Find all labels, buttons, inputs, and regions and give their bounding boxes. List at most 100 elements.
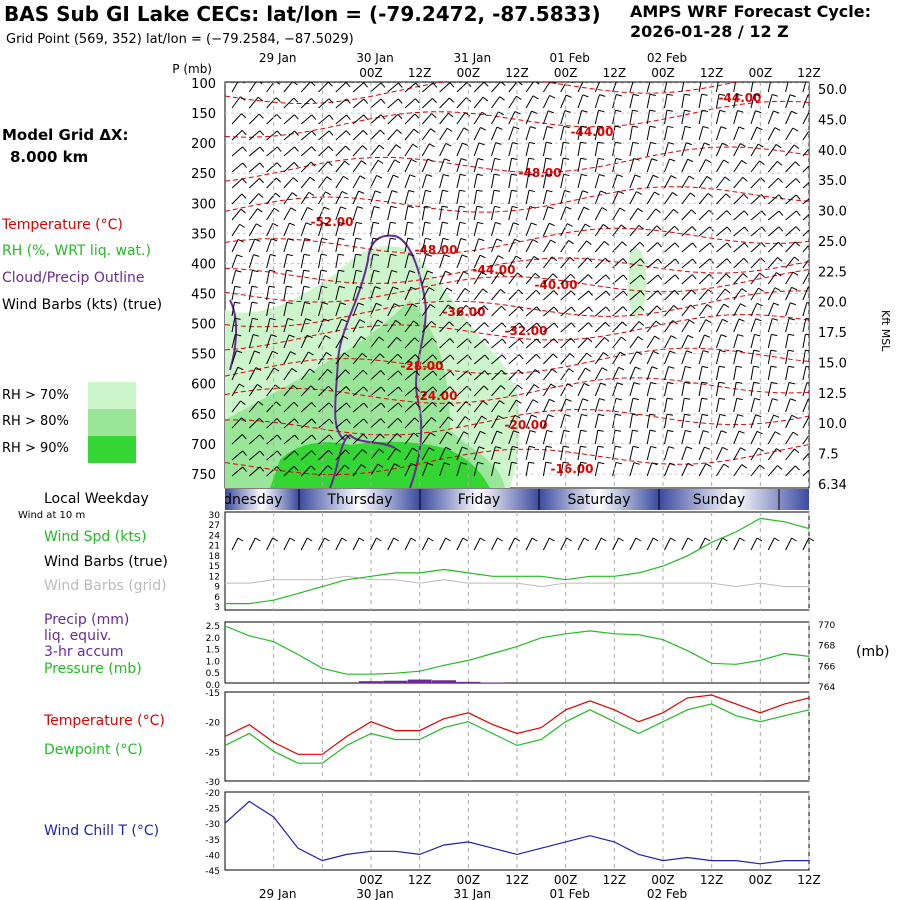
wind-barb — [767, 350, 772, 365]
wind-barb — [404, 417, 416, 429]
wind-barb — [542, 95, 551, 109]
wind-barb-flag — [395, 448, 401, 453]
wind-barb — [785, 256, 795, 269]
wind-speed-tick-label: 3 — [214, 603, 220, 613]
wind-barb-flag — [321, 285, 328, 289]
wind-barb — [283, 401, 295, 413]
wind-barb-flag — [415, 98, 420, 104]
wind-barb-flag — [633, 382, 640, 385]
wind-barb — [439, 447, 447, 461]
wind-barb-flag — [481, 271, 487, 276]
wind-barb — [733, 160, 743, 173]
wind-barb-flag — [620, 224, 627, 229]
wind-barb-flag — [637, 208, 644, 213]
wind-barb-flag — [652, 350, 659, 355]
wind-barb-flag — [649, 109, 656, 112]
wind-barb-flag — [447, 304, 454, 309]
wind-barb — [421, 337, 433, 349]
wind-barb-flag — [702, 430, 709, 433]
wind-barb-flag — [511, 157, 518, 160]
wind-barb — [664, 82, 668, 93]
wind-barb — [369, 238, 374, 253]
wind-barb — [283, 162, 295, 173]
wind-barb — [733, 273, 744, 285]
wind-barb — [266, 318, 271, 333]
wind-barb — [785, 210, 797, 221]
wind-barb-flag — [640, 274, 645, 280]
surface-wind-barb — [318, 537, 325, 551]
wind-barb-flag — [649, 413, 656, 416]
wind-barb — [231, 302, 235, 317]
wind-barb — [525, 446, 530, 461]
wind-barb-flag — [424, 221, 431, 224]
wind-barb-flag — [466, 385, 472, 391]
surface-wind-barb-flag — [376, 537, 382, 542]
surface-wind-barb-flag — [808, 537, 815, 542]
surface-wind-barb — [577, 537, 585, 551]
wind-barb-flag — [462, 142, 469, 146]
wind-barb-flag — [775, 144, 782, 149]
wind-barb — [266, 223, 274, 237]
wind-barb — [283, 254, 288, 269]
wind-barb — [439, 338, 451, 349]
wind-barb-flag — [373, 269, 380, 273]
wind-barb — [231, 146, 243, 157]
wind-barb-flag — [615, 397, 622, 401]
wind-barb — [491, 190, 495, 205]
wind-barb — [525, 126, 531, 141]
wind-barb — [439, 354, 451, 365]
surface-wind-barb — [560, 537, 568, 551]
wind-barb — [698, 273, 710, 285]
wind-barb-flag — [719, 413, 726, 417]
wind-barb-flag — [518, 306, 524, 312]
wind-barb — [439, 222, 443, 237]
wind-barb — [594, 241, 605, 253]
wind-barb — [698, 334, 705, 349]
wind-barb — [733, 318, 740, 333]
wind-barb — [646, 82, 651, 93]
wind-barb-flag — [760, 257, 766, 263]
wind-barb — [594, 337, 605, 349]
wind-barb-flag — [372, 237, 379, 240]
temperature-contour-label: -44.00 — [571, 125, 614, 139]
wind-barb — [248, 334, 254, 349]
wind-barb — [802, 302, 808, 317]
wind-barb-flag — [356, 286, 363, 289]
wind-barb-flag — [654, 191, 660, 196]
wind-barb-flag — [776, 272, 782, 277]
wind-barb-flag — [604, 337, 610, 342]
wind-barb — [785, 302, 791, 317]
wind-barb-flag — [638, 321, 644, 326]
wind-barb-flag — [446, 287, 453, 292]
wind-barb — [767, 366, 772, 381]
wind-barb-flag — [481, 415, 487, 420]
wind-barb — [491, 354, 503, 365]
wind-barb — [629, 174, 636, 189]
wind-barb-flag — [480, 126, 486, 131]
wind-barb — [248, 302, 253, 317]
wind-barb — [421, 174, 427, 189]
wind-barb-flag — [588, 306, 593, 312]
surface-wind-barb-flag — [428, 537, 434, 542]
wind-barb-flag — [604, 257, 610, 263]
wind-barb — [369, 270, 375, 285]
wind-barb-flag — [724, 288, 731, 294]
wind-barb-flag — [328, 82, 333, 87]
wind-barb — [439, 462, 445, 477]
wind-barb-flag — [441, 205, 449, 208]
wind-barb — [525, 338, 537, 349]
wind-barb-flag — [753, 381, 760, 384]
wind-barb-flag — [753, 365, 760, 368]
wind-barb-flag — [650, 445, 657, 449]
pressure-tick-label: 300 — [191, 197, 216, 212]
wind-barb-flag — [668, 366, 675, 369]
wind-barb-flag — [446, 127, 453, 132]
wind-barb — [525, 384, 535, 397]
wind-barb — [785, 350, 789, 365]
surface-wind-barb — [733, 537, 741, 551]
wind-barb-flag — [515, 399, 522, 404]
wind-barb-flag — [443, 254, 450, 258]
wind-barb — [525, 322, 538, 333]
pressure-unit: (mb) — [856, 644, 890, 660]
wind-barb-flag — [311, 98, 316, 104]
